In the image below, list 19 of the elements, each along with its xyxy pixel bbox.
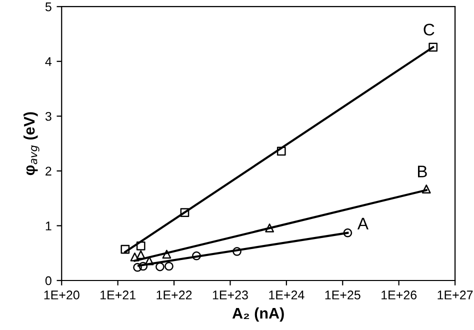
x-tick-label: 1E+25 xyxy=(325,290,360,300)
y-tick-label: 0 xyxy=(45,276,52,286)
y-tick-label: 1 xyxy=(46,222,52,230)
x-tick-label: 1E+26 xyxy=(382,290,417,300)
x-tick-label: 1E+20 xyxy=(44,290,80,300)
x-axis-title: A₂ (nA) xyxy=(232,307,284,322)
y-tick-label: 4 xyxy=(45,57,52,66)
y-tick-label: 2 xyxy=(46,166,52,176)
annotation: C xyxy=(424,24,434,36)
x-tick-label: 1E+24 xyxy=(269,290,304,300)
x-tick-label: 1E+27 xyxy=(438,290,473,300)
annotation: A xyxy=(357,218,368,230)
y-tick-label: 3 xyxy=(45,112,52,121)
x-tick-label: 1E+22 xyxy=(156,290,192,300)
x-tick-label: 1E+21 xyxy=(100,290,136,300)
x-tick-label: 1E+23 xyxy=(212,290,248,300)
y-axis-title: φ$_{avg}$ (eV) xyxy=(24,112,40,176)
y-tick-label: 5 xyxy=(45,2,52,12)
annotation: B xyxy=(418,166,427,178)
